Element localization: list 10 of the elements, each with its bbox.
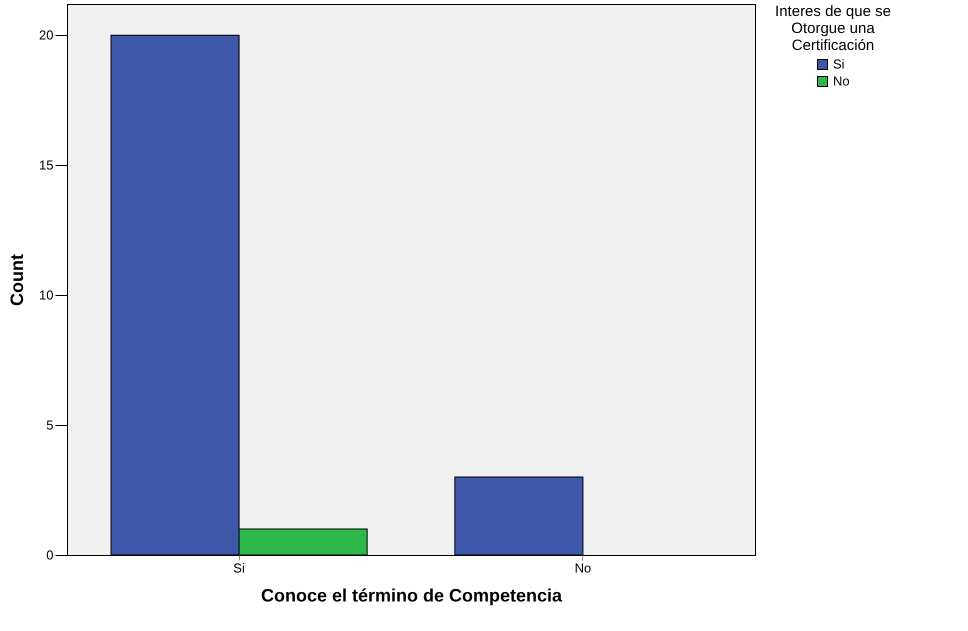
legend-label: No: [833, 74, 850, 88]
legend-title: Interes de que se Otorgue una Certificación: [775, 3, 891, 54]
y-tick-label: 5: [46, 418, 54, 433]
x-axis-title: Conoce el término de Competencia: [260, 586, 564, 606]
y-tick-label: 15: [39, 158, 54, 173]
y-tick-label: 10: [39, 288, 54, 303]
y-axis-title: Count: [7, 254, 28, 306]
legend-label: Si: [833, 56, 845, 72]
y-tick-label: 0: [46, 548, 54, 562]
y-tick-label: 20: [39, 28, 54, 43]
